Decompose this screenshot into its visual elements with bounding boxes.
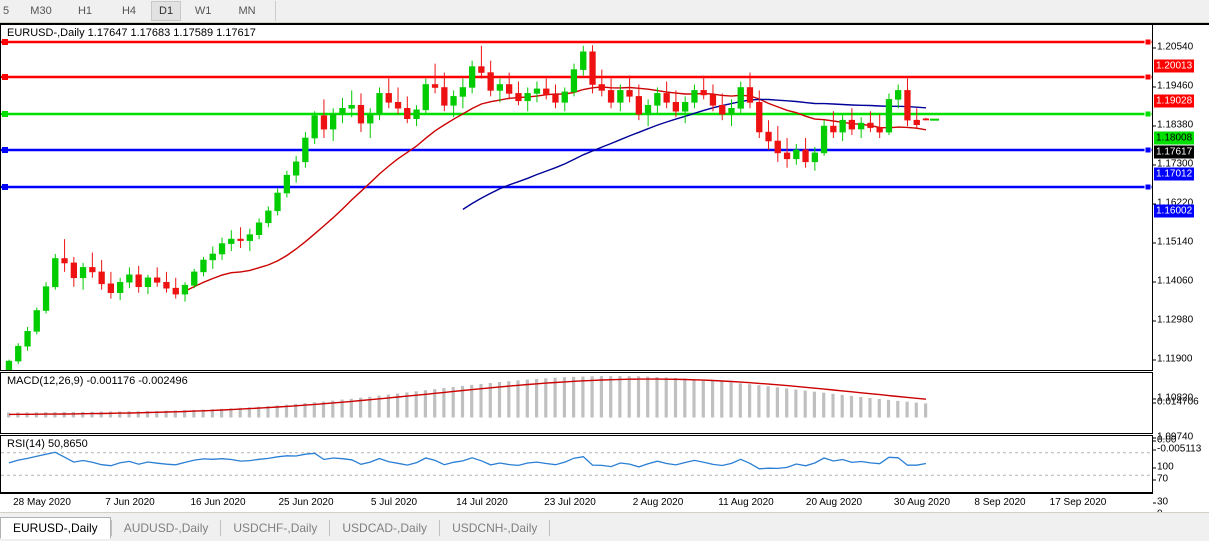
rsi-plot: [1, 451, 1152, 476]
date-axis-label: 11 Aug 2020: [718, 497, 774, 508]
timeframe-button-list: 5 M30 H1 H4 D1 W1 MN: [0, 1, 269, 21]
price-tag-black: 1.17617: [1154, 145, 1195, 159]
tab-divider: [110, 520, 112, 536]
symbol-tab-eurusd[interactable]: EURUSD-,Daily: [0, 517, 111, 539]
price-scale-tick: 1.20540: [1152, 41, 1194, 53]
timeframe-toolbar: 5 M30 H1 H4 D1 W1 MN: [0, 0, 1209, 23]
toolbar-divider: [275, 1, 277, 21]
price-scale-tick: 1.14060: [1152, 275, 1194, 287]
price-tag-blue: 1.16002: [1154, 204, 1195, 218]
timeframe-button-w1[interactable]: W1: [194, 5, 212, 17]
date-axis-label: 7 Jun 2020: [105, 497, 155, 508]
rsi-scale-tick: 70: [1152, 473, 1169, 485]
price-scale-tick: 1.17300: [1152, 158, 1194, 170]
timeframe-button-m30[interactable]: M30: [30, 5, 52, 17]
price-scale-tick: 1.09740: [1152, 431, 1194, 443]
macd-scale-tick: 0.014706: [1153, 396, 1199, 408]
symbol-tab-usdcnh[interactable]: USDCNH-,Daily: [452, 521, 538, 535]
rsi-pane[interactable]: RSI(14) 50,8650: [0, 435, 1153, 493]
price-scale-tick: 1.12980: [1152, 314, 1194, 326]
timeframe-button-h1[interactable]: H1: [77, 5, 93, 17]
candlestick-plot: [1, 38, 1152, 370]
price-pane[interactable]: EURUSD-,Daily 1.17647 1.17683 1.17589 1.…: [0, 24, 1153, 371]
chart-area: EURUSD-,Daily 1.17647 1.17683 1.17589 1.…: [0, 23, 1209, 520]
date-axis-label: 20 Aug 2020: [805, 497, 863, 508]
price-tag-red: 1.20013: [1154, 59, 1195, 73]
price-scale-tick: 1.15140: [1152, 236, 1194, 248]
timeframe-button-mn[interactable]: MN: [238, 5, 256, 17]
timeframe-button-h4[interactable]: H4: [121, 5, 137, 17]
tab-divider: [549, 520, 551, 536]
date-axis-label: 8 Sep 2020: [974, 497, 1026, 508]
symbol-tab-audusd[interactable]: AUDUSD-,Daily: [123, 521, 209, 535]
date-axis-label: 14 Jul 2020: [456, 497, 508, 508]
macd-pane-label: MACD(12,26,9) -0.001176 -0.002496: [5, 375, 190, 387]
macd-pane[interactable]: MACD(12,26,9) -0.001176 -0.002496: [0, 372, 1153, 434]
symbol-tab-usdchf[interactable]: USDCHF-,Daily: [233, 521, 318, 535]
date-axis-label: 25 Jun 2020: [278, 497, 334, 508]
macd-scale-tick: -0.005113: [1152, 443, 1202, 455]
tab-divider: [220, 520, 222, 536]
rsi-pane-label: RSI(14) 50,8650: [5, 438, 90, 450]
tab-divider: [439, 520, 441, 536]
date-axis-label: 2 Aug 2020: [632, 497, 684, 508]
timeframe-button-d1[interactable]: D1: [151, 1, 182, 21]
symbol-tab-usdcad[interactable]: USDCAD-,Daily: [342, 521, 428, 535]
rsi-scale-tick: 100: [1153, 461, 1174, 473]
price-scale-tick: 1.19460: [1152, 80, 1194, 92]
tab-divider: [329, 520, 331, 536]
price-tag-red: 1.19028: [1154, 94, 1195, 108]
price-pane-label: EURUSD-,Daily 1.17647 1.17683 1.17589 1.…: [5, 27, 258, 39]
date-axis-label: 28 May 2020: [13, 497, 71, 508]
price-scale-tick: 1.16220: [1152, 197, 1194, 209]
rsi-scale-tick: 30: [1152, 496, 1169, 508]
date-axis-label: 16 Jun 2020: [190, 497, 246, 508]
price-scale-tick: 1.10820: [1152, 392, 1194, 404]
price-tag-blue: 1.17012: [1154, 167, 1195, 181]
date-axis[interactable]: 28 May 2020 7 Jun 2020 16 Jun 2020 25 Jun 2…: [0, 493, 1153, 515]
date-axis-label: 30 Aug 2020: [893, 497, 951, 508]
price-scale[interactable]: 1.20540 1.19460 1.18380 1.17300 1.16220 1.151…: [1152, 24, 1209, 520]
timeframe-button-5[interactable]: 5: [2, 5, 10, 17]
macd-plot: [7, 376, 928, 418]
macd-scale-tick: 0.00: [1152, 434, 1177, 446]
date-axis-label: 17 Sep 2020: [1049, 497, 1107, 508]
price-scale-tick: 1.11900: [1152, 353, 1193, 365]
price-scale-tick: 1.18380: [1152, 119, 1194, 131]
date-axis-label: 23 Jul 2020: [544, 497, 596, 508]
price-tag-green: 1.18008: [1154, 131, 1195, 145]
date-axis-label: 5 Jul 2020: [370, 497, 418, 508]
symbol-tab-bar: EURUSD-,Daily AUDUSD-,Daily USDCHF-,Daily U…: [0, 512, 1209, 541]
